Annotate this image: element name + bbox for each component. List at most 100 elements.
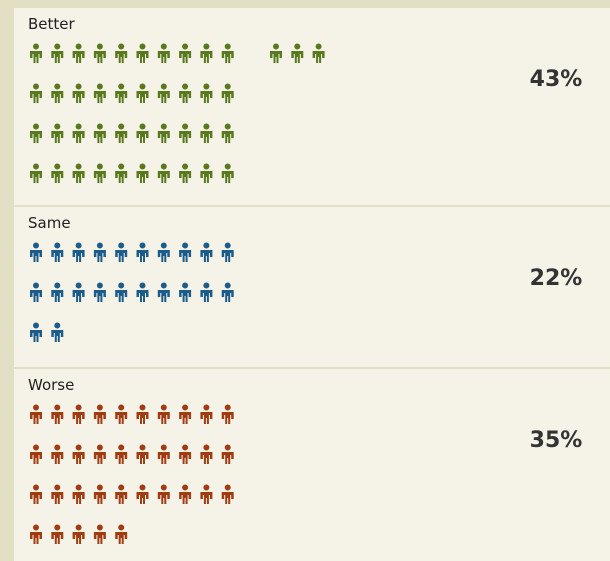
person-icon (157, 484, 170, 504)
person-icon (221, 444, 234, 464)
person-icon (115, 404, 128, 424)
person-icon (221, 43, 234, 63)
person-icon (30, 43, 42, 63)
person-icon (30, 404, 42, 424)
person-icon (51, 444, 64, 464)
person-icon (136, 242, 149, 262)
person-icon (270, 43, 282, 63)
person-icon (157, 282, 170, 302)
person-icon (179, 123, 192, 143)
person-icon (221, 83, 234, 103)
value-label: 22% (530, 266, 583, 291)
person-icon (72, 524, 85, 544)
person-icon (115, 43, 128, 63)
person-icon (136, 83, 149, 103)
person-icon (179, 43, 192, 63)
person-icon (179, 404, 192, 424)
person-icon (200, 163, 213, 183)
person-icon (115, 282, 128, 302)
icon-group (30, 404, 234, 544)
person-icon (115, 484, 128, 504)
person-icon (72, 282, 85, 302)
category-label: Better (28, 15, 76, 33)
category-label: Same (28, 214, 71, 232)
person-icon (157, 83, 170, 103)
person-icon (93, 484, 106, 504)
person-icon (179, 282, 192, 302)
person-icon (157, 123, 170, 143)
person-icon (93, 43, 106, 63)
person-icon (221, 404, 234, 424)
person-icon (72, 163, 85, 183)
person-icon (200, 404, 213, 424)
person-icon (51, 524, 64, 544)
person-icon (157, 404, 170, 424)
person-icon (200, 123, 213, 143)
person-icon (51, 322, 64, 342)
person-icon (115, 123, 128, 143)
person-icon (51, 123, 64, 143)
person-icon (157, 163, 170, 183)
person-icon (200, 282, 213, 302)
person-icon (200, 444, 213, 464)
panel (14, 207, 610, 367)
person-icon (30, 444, 42, 464)
person-icon (115, 524, 128, 544)
person-icon (93, 123, 106, 143)
person-icon (93, 444, 106, 464)
person-icon (51, 404, 64, 424)
person-icon (200, 484, 213, 504)
panel (14, 369, 610, 561)
person-icon (30, 83, 42, 103)
person-icon (72, 404, 85, 424)
person-icon (93, 242, 106, 262)
person-icon (136, 444, 149, 464)
person-icon (157, 43, 170, 63)
person-icon (72, 242, 85, 262)
person-icon (30, 163, 42, 183)
person-icon (179, 83, 192, 103)
person-icon (30, 242, 42, 262)
person-icon (72, 43, 85, 63)
person-icon (179, 444, 192, 464)
category-label: Worse (28, 376, 74, 394)
person-icon (136, 43, 149, 63)
person-icon (115, 242, 128, 262)
person-icon (93, 163, 106, 183)
person-icon (51, 282, 64, 302)
person-icon (291, 43, 304, 63)
person-icon (312, 43, 325, 63)
person-icon (51, 484, 64, 504)
person-icon (136, 404, 149, 424)
person-icon (115, 83, 128, 103)
person-icon (51, 83, 64, 103)
person-icon (51, 163, 64, 183)
person-icon (136, 282, 149, 302)
person-icon (30, 123, 42, 143)
person-icon (179, 484, 192, 504)
person-icon (136, 163, 149, 183)
person-icon (115, 444, 128, 464)
person-icon (30, 524, 42, 544)
person-icon (221, 484, 234, 504)
person-icon (136, 123, 149, 143)
person-icon (93, 404, 106, 424)
person-icon (72, 123, 85, 143)
person-icon (93, 83, 106, 103)
person-icon (93, 282, 106, 302)
person-icon (221, 123, 234, 143)
value-label: 43% (530, 67, 583, 92)
person-icon (72, 484, 85, 504)
person-icon (200, 242, 213, 262)
icon-group (30, 242, 234, 342)
person-icon (157, 444, 170, 464)
person-icon (136, 484, 149, 504)
person-icon (179, 242, 192, 262)
person-icon (221, 163, 234, 183)
person-icon (72, 83, 85, 103)
person-icon (200, 43, 213, 63)
person-icon (51, 43, 64, 63)
value-label: 35% (530, 428, 583, 453)
